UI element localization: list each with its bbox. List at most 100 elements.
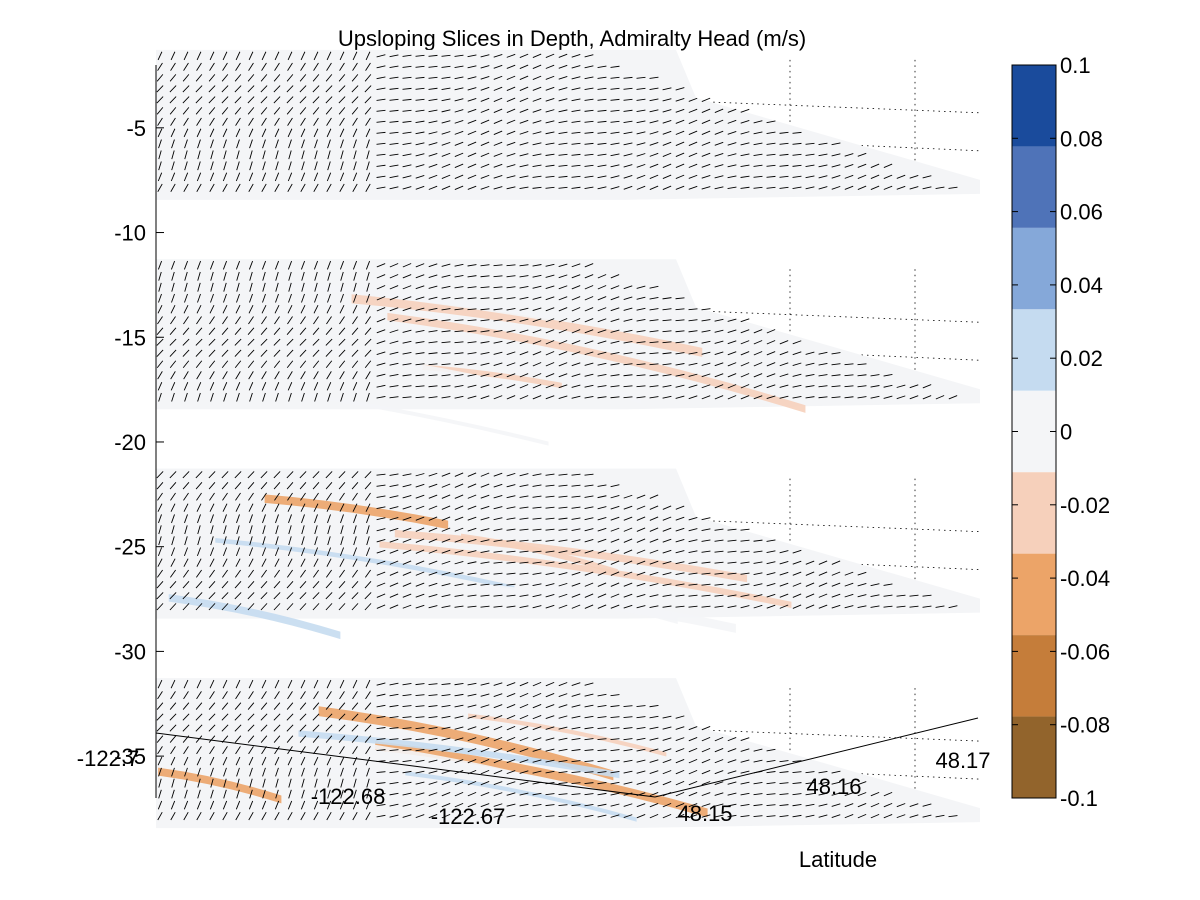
velocity-arrow (339, 746, 345, 755)
velocity-arrow (597, 164, 607, 168)
velocity-arrow (183, 260, 189, 270)
velocity-arrow (493, 704, 503, 709)
velocity-arrow (480, 528, 490, 532)
velocity-arrow (480, 141, 490, 146)
velocity-arrow (480, 583, 490, 586)
velocity-arrow (545, 506, 555, 509)
velocity-arrow (571, 749, 581, 752)
velocity-arrow (169, 349, 177, 357)
velocity-arrow (623, 593, 633, 598)
velocity-arrow (584, 771, 594, 774)
velocity-arrow (597, 705, 607, 708)
velocity-arrow (662, 561, 672, 565)
velocity-arrow (262, 139, 266, 149)
velocity-arrow (532, 703, 542, 709)
velocity-arrow (467, 352, 477, 355)
velocity-arrow (286, 74, 294, 82)
velocity-arrow (506, 583, 516, 586)
velocity-arrow (376, 329, 386, 334)
velocity-arrow (675, 108, 685, 113)
velocity-arrow (287, 492, 293, 501)
velocity-arrow (857, 792, 867, 797)
velocity-arrow (597, 792, 607, 796)
velocity-arrow (301, 789, 305, 799)
velocity-arrow (467, 715, 477, 719)
velocity-arrow (441, 715, 451, 719)
velocity-arrow (169, 735, 177, 743)
velocity-arrow (183, 503, 189, 512)
velocity-arrow (506, 384, 516, 389)
velocity-arrow (287, 558, 293, 567)
velocity-arrow (288, 525, 292, 535)
velocity-arrow (325, 603, 333, 611)
velocity-arrow (727, 759, 737, 763)
velocity-arrow (467, 737, 477, 742)
velocity-arrow (558, 131, 568, 134)
velocity-arrow (249, 767, 253, 777)
velocity-arrow (195, 107, 203, 115)
velocity-arrow (818, 186, 828, 190)
velocity-arrow (584, 318, 594, 323)
velocity-arrow (818, 770, 828, 774)
longitude-tick-label: -122.67 (431, 804, 506, 829)
velocity-arrow (197, 536, 201, 546)
velocity-arrow (428, 185, 438, 190)
velocity-arrow (170, 51, 176, 61)
velocity-arrow (532, 605, 542, 609)
velocity-arrow (274, 547, 280, 557)
velocity-arrow (402, 538, 412, 543)
velocity-arrow (675, 395, 685, 399)
velocity-arrow (260, 471, 268, 479)
velocity-arrow (428, 65, 438, 68)
velocity-arrow (273, 592, 281, 600)
velocity-arrow (506, 792, 516, 796)
velocity-arrow (519, 373, 529, 378)
velocity-arrow (883, 395, 893, 399)
velocity-arrow (312, 481, 320, 490)
velocity-arrow (649, 549, 659, 554)
velocity-arrow (896, 384, 906, 388)
velocity-arrow (326, 305, 332, 314)
velocity-arrow (352, 811, 358, 821)
velocity-arrow (506, 748, 516, 753)
velocity-arrow (209, 756, 215, 766)
velocity-arrow (636, 516, 646, 521)
velocity-arrow (571, 153, 581, 156)
velocity-arrow (223, 271, 227, 281)
velocity-arrow (352, 800, 358, 810)
velocity-arrow (313, 746, 319, 755)
velocity-arrow (415, 120, 425, 123)
velocity-arrow (196, 503, 202, 512)
velocity-arrow (493, 119, 503, 124)
velocity-arrow (300, 691, 306, 700)
velocity-arrow (287, 503, 293, 512)
velocity-arrow (753, 815, 763, 818)
velocity-arrow (766, 175, 776, 178)
velocity-arrow (532, 264, 542, 267)
velocity-arrow (182, 107, 190, 115)
velocity-arrow (649, 163, 659, 168)
velocity-arrow (338, 349, 346, 357)
velocity-arrow (740, 362, 750, 367)
velocity-arrow (675, 141, 685, 146)
velocity-arrow (675, 539, 685, 543)
velocity-arrow (326, 117, 332, 126)
velocity-arrow (171, 514, 175, 524)
velocity-arrow (353, 789, 357, 799)
velocity-arrow (171, 778, 175, 788)
velocity-arrow (222, 381, 228, 391)
velocity-arrow (844, 174, 854, 179)
velocity-arrow (480, 108, 490, 113)
velocity-arrow (727, 108, 737, 113)
velocity-arrow (831, 604, 841, 609)
velocity-arrow (584, 362, 594, 366)
velocity-arrow (273, 96, 281, 104)
velocity-arrow (532, 792, 542, 796)
velocity-arrow (480, 297, 490, 300)
velocity-arrow (288, 767, 292, 777)
velocity-arrow (740, 759, 750, 763)
velocity-arrow (195, 74, 203, 82)
velocity-arrow (353, 514, 357, 524)
velocity-arrow (274, 62, 280, 71)
velocity-arrow (327, 271, 331, 281)
